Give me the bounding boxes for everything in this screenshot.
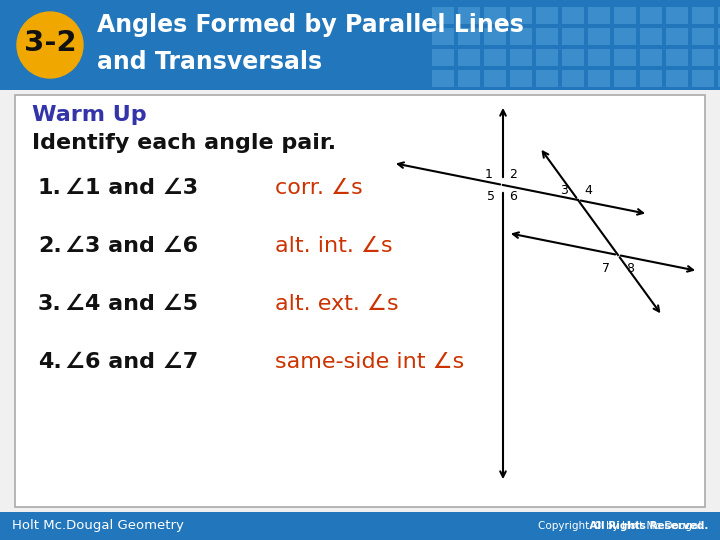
Text: and Transversals: and Transversals xyxy=(97,50,322,74)
Text: ∠1 and ∠3: ∠1 and ∠3 xyxy=(65,178,198,198)
Text: Angles Formed by Parallel Lines: Angles Formed by Parallel Lines xyxy=(97,13,524,37)
FancyBboxPatch shape xyxy=(614,49,636,66)
FancyBboxPatch shape xyxy=(718,70,720,87)
Text: 5: 5 xyxy=(487,191,495,204)
Text: Identify each angle pair.: Identify each angle pair. xyxy=(32,133,336,153)
FancyBboxPatch shape xyxy=(640,49,662,66)
FancyBboxPatch shape xyxy=(0,0,720,90)
Text: corr. ∠s: corr. ∠s xyxy=(275,178,363,198)
Text: alt. int. ∠s: alt. int. ∠s xyxy=(275,236,392,256)
FancyBboxPatch shape xyxy=(640,70,662,87)
FancyBboxPatch shape xyxy=(510,28,532,45)
FancyBboxPatch shape xyxy=(718,28,720,45)
FancyBboxPatch shape xyxy=(15,95,705,507)
FancyBboxPatch shape xyxy=(588,7,610,24)
FancyBboxPatch shape xyxy=(510,7,532,24)
Circle shape xyxy=(17,12,83,78)
FancyBboxPatch shape xyxy=(432,49,454,66)
FancyBboxPatch shape xyxy=(536,49,558,66)
FancyBboxPatch shape xyxy=(510,70,532,87)
Text: Holt Mc.Dougal Geometry: Holt Mc.Dougal Geometry xyxy=(12,519,184,532)
FancyBboxPatch shape xyxy=(666,28,688,45)
FancyBboxPatch shape xyxy=(484,49,506,66)
FancyBboxPatch shape xyxy=(562,28,584,45)
FancyBboxPatch shape xyxy=(0,512,720,540)
Text: Warm Up: Warm Up xyxy=(32,105,147,125)
FancyBboxPatch shape xyxy=(562,70,584,87)
FancyBboxPatch shape xyxy=(666,49,688,66)
Text: 2: 2 xyxy=(509,168,517,181)
Text: 3: 3 xyxy=(560,184,568,197)
Text: 3.: 3. xyxy=(38,294,62,314)
Text: 1: 1 xyxy=(485,168,493,181)
Text: 4: 4 xyxy=(584,184,592,197)
FancyBboxPatch shape xyxy=(614,7,636,24)
FancyBboxPatch shape xyxy=(536,70,558,87)
Text: All Rights Reserved.: All Rights Reserved. xyxy=(448,521,708,531)
FancyBboxPatch shape xyxy=(562,49,584,66)
FancyBboxPatch shape xyxy=(432,28,454,45)
FancyBboxPatch shape xyxy=(640,7,662,24)
FancyBboxPatch shape xyxy=(562,7,584,24)
FancyBboxPatch shape xyxy=(432,70,454,87)
FancyBboxPatch shape xyxy=(536,7,558,24)
FancyBboxPatch shape xyxy=(458,7,480,24)
Text: 1.: 1. xyxy=(38,178,62,198)
FancyBboxPatch shape xyxy=(614,70,636,87)
FancyBboxPatch shape xyxy=(692,70,714,87)
Text: ∠6 and ∠7: ∠6 and ∠7 xyxy=(65,352,198,372)
FancyBboxPatch shape xyxy=(510,49,532,66)
Text: 6: 6 xyxy=(509,191,517,204)
FancyBboxPatch shape xyxy=(588,49,610,66)
FancyBboxPatch shape xyxy=(484,7,506,24)
FancyBboxPatch shape xyxy=(458,28,480,45)
FancyBboxPatch shape xyxy=(718,7,720,24)
Text: ∠3 and ∠6: ∠3 and ∠6 xyxy=(65,236,198,256)
Text: alt. ext. ∠s: alt. ext. ∠s xyxy=(275,294,399,314)
FancyBboxPatch shape xyxy=(718,49,720,66)
FancyBboxPatch shape xyxy=(484,28,506,45)
FancyBboxPatch shape xyxy=(484,70,506,87)
FancyBboxPatch shape xyxy=(692,28,714,45)
FancyBboxPatch shape xyxy=(614,28,636,45)
Text: same-side int ∠s: same-side int ∠s xyxy=(275,352,464,372)
FancyBboxPatch shape xyxy=(588,70,610,87)
FancyBboxPatch shape xyxy=(640,28,662,45)
Text: 7: 7 xyxy=(602,261,610,274)
FancyBboxPatch shape xyxy=(588,28,610,45)
FancyBboxPatch shape xyxy=(458,70,480,87)
Text: Copyright © by Holt Mc Dougal.: Copyright © by Holt Mc Dougal. xyxy=(538,521,708,531)
Text: ∠4 and ∠5: ∠4 and ∠5 xyxy=(65,294,198,314)
Text: 4.: 4. xyxy=(38,352,62,372)
FancyBboxPatch shape xyxy=(458,49,480,66)
Text: 2.: 2. xyxy=(38,236,62,256)
FancyBboxPatch shape xyxy=(666,70,688,87)
FancyBboxPatch shape xyxy=(666,7,688,24)
FancyBboxPatch shape xyxy=(692,7,714,24)
FancyBboxPatch shape xyxy=(692,49,714,66)
FancyBboxPatch shape xyxy=(432,7,454,24)
FancyBboxPatch shape xyxy=(536,28,558,45)
Text: 8: 8 xyxy=(626,261,634,274)
Text: 3-2: 3-2 xyxy=(24,29,76,57)
